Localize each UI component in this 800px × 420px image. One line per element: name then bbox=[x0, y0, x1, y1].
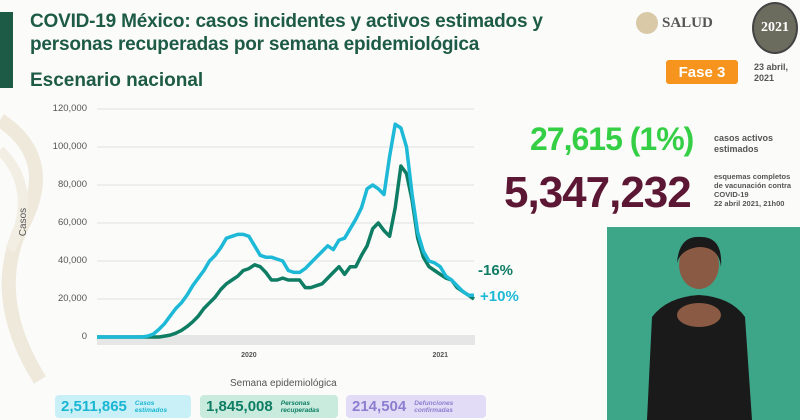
card-value: 2,511,865 bbox=[61, 398, 127, 415]
brand-text: SALUD bbox=[662, 14, 713, 31]
card-label-1: Personas bbox=[280, 399, 311, 407]
scenario-subtitle: Escenario nacional bbox=[30, 70, 204, 91]
card-deaths: 214,504 Defunciones confirmadas bbox=[346, 395, 486, 418]
report-date: 23 abril, 2021 bbox=[754, 62, 788, 84]
card-label-2: confirmadas bbox=[414, 406, 453, 414]
active-label-2: estimados bbox=[714, 144, 759, 154]
y-tick-label: 60,000 bbox=[57, 217, 87, 228]
sign-language-interpreter-video bbox=[607, 227, 800, 420]
phase-badge: Fase 3 bbox=[666, 60, 738, 84]
active-cases-value: 27,615 (1%) bbox=[530, 121, 694, 157]
active-label-1: casos activos bbox=[714, 133, 774, 143]
y-tick-label: 0 bbox=[81, 331, 87, 342]
interpreter-figure bbox=[647, 236, 752, 420]
card-estimated-cases: 2,511,865 Casos estimados bbox=[55, 395, 191, 418]
cases-chart: Casos 2020 2021 bbox=[18, 108, 475, 359]
vaccination-label: esquemas completos de vacunación contra … bbox=[714, 172, 791, 208]
card-label-2: estimados bbox=[134, 406, 168, 414]
date-line-2: 2021 bbox=[754, 73, 775, 83]
y-tick-label: 120,000 bbox=[52, 103, 87, 114]
title-accent-bar bbox=[0, 12, 13, 88]
salud-logo: SALUD bbox=[636, 12, 713, 34]
year-tick-label: 2021 bbox=[432, 352, 448, 359]
series-line-estimated-cases bbox=[97, 122, 474, 339]
card-label: Personas recuperadas bbox=[281, 400, 320, 414]
estimated-change-label: +10% bbox=[480, 288, 519, 305]
vaccination-value: 5,347,232 bbox=[504, 168, 692, 217]
series-line-recovered bbox=[97, 164, 475, 339]
vaccine-label-1: esquemas completos bbox=[714, 172, 791, 181]
card-label: Casos estimados bbox=[135, 400, 167, 414]
vaccine-label-2: de vacunación contra bbox=[714, 181, 792, 190]
date-line-1: 23 abril, bbox=[754, 62, 789, 72]
card-label: Defunciones confirmadas bbox=[414, 400, 453, 414]
x-axis-label: Semana epidemiológica bbox=[230, 378, 337, 389]
card-recovered: 1,845,008 Personas recuperadas bbox=[200, 395, 338, 418]
vaccine-label-3: COVID-19 bbox=[714, 190, 749, 199]
card-label-2: recuperadas bbox=[280, 406, 320, 414]
vaccine-label-4: 22 abril 2021, 21h00 bbox=[714, 199, 785, 208]
x-axis-band bbox=[97, 335, 475, 345]
y-tick-label: 20,000 bbox=[57, 293, 87, 304]
title-line-2: personas recuperadas por semana epidemio… bbox=[30, 34, 480, 55]
card-value: 214,504 bbox=[352, 398, 407, 415]
y-tick-label: 40,000 bbox=[57, 255, 87, 266]
title-line-1: COVID-19 México: casos incidentes y acti… bbox=[30, 11, 543, 32]
card-label-1: Casos bbox=[134, 399, 155, 407]
page-title: COVID-19 México: casos incidentes y acti… bbox=[30, 10, 630, 56]
active-cases-label: casos activos estimados bbox=[714, 133, 773, 155]
card-label-1: Defunciones bbox=[414, 399, 454, 407]
seal-icon bbox=[636, 12, 658, 34]
y-tick-label: 100,000 bbox=[52, 141, 87, 152]
year-tick-label: 2020 bbox=[241, 352, 257, 359]
recovered-change-label: -16% bbox=[478, 262, 514, 279]
logo-text: 2021 bbox=[761, 20, 789, 35]
card-value: 1,845,008 bbox=[206, 398, 273, 415]
mexico-2021-logo: 2021 bbox=[752, 2, 798, 54]
y-tick-label: 80,000 bbox=[57, 179, 87, 190]
y-axis-label: Casos bbox=[18, 208, 29, 236]
